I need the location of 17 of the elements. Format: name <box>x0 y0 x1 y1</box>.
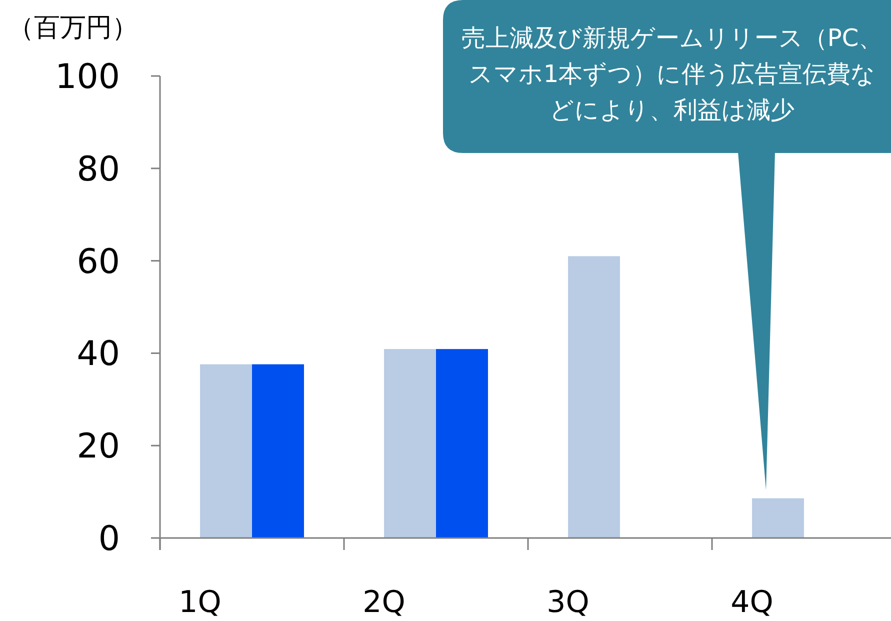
bar <box>752 498 804 538</box>
y-tick-label: 20 <box>76 426 120 467</box>
x-tick-label: 1Q <box>178 585 222 620</box>
bar <box>436 349 488 538</box>
bar <box>384 349 436 538</box>
bar <box>252 364 304 538</box>
x-tick-label: 4Q <box>730 585 774 620</box>
x-tick-label: 3Q <box>546 585 590 620</box>
y-tick-label: 60 <box>76 242 120 282</box>
y-tick-label: 0 <box>98 519 120 559</box>
bar <box>568 256 620 538</box>
x-tick-label: 2Q <box>362 585 406 620</box>
y-tick-label: 100 <box>55 57 120 97</box>
y-tick-label: 40 <box>76 334 120 374</box>
y-axis-title: （百万円） <box>8 13 138 43</box>
bar <box>200 364 252 538</box>
y-tick-label: 80 <box>76 149 120 190</box>
